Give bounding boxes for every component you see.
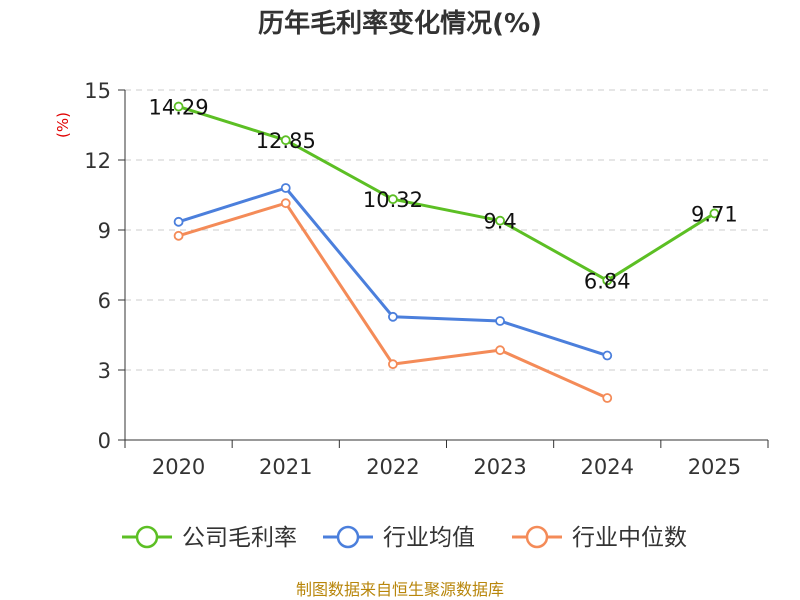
point-0-2024 [602,275,613,286]
y-tick-label-3: 9 [98,219,111,243]
x-tick-label-2022: 2022 [366,455,419,479]
legend: 公司毛利率 行业均值 行业中位数 [122,525,687,551]
legend-label-2: 行业中位数 [572,525,687,551]
y-axis-label: (%) [54,112,72,138]
data-label-2024: 6.84 [584,269,631,293]
legend-marker-0 [135,525,159,549]
data-labels: 14.29 12.85 10.32 9.4 6.84 9.71 [149,96,738,294]
point-1-2023 [495,316,505,326]
x-tick-label-2021: 2021 [259,455,312,479]
point-0-2023 [495,215,505,226]
point-0-2025 [709,208,720,219]
point-2-2020 [173,230,184,241]
point-0-2020 [173,101,184,112]
legend-label-0: 公司毛利率 [182,525,297,551]
data-label-2025: 9.71 [691,202,738,226]
data-label-2020: 14.29 [149,96,209,120]
grid-lines [125,89,768,371]
axes: 0 3 6 9 12 15 2020 2021 2022 2023 2024 2025 [84,79,769,479]
point-1-2024 [602,350,613,361]
point-1-2021 [280,183,291,193]
point-2-2021 [280,198,291,209]
point-0-2022 [388,194,398,205]
data-label-2022: 10.32 [363,188,423,212]
point-1-2022 [388,311,398,322]
x-tick-label-2025: 2025 [688,455,741,479]
y-tick-label-4: 12 [84,149,111,173]
series-1 [173,183,613,361]
x-tick-label-2024: 2024 [581,455,634,479]
legend-marker-1 [336,525,360,549]
point-2-2022 [388,359,398,370]
data-label-2023: 9.4 [483,210,516,234]
series-line-1 [178,186,608,357]
y-tick-label-2: 6 [98,289,111,313]
x-tick-label-2020: 2020 [152,455,205,479]
series-group [173,101,720,403]
point-2-2023 [495,345,505,356]
data-label-2021: 12.85 [256,129,316,153]
source-note: 制图数据来自恒生聚源数据库 [296,580,504,599]
chart-title: 历年毛利率变化情况(%) [258,8,542,39]
y-tick-label-1: 3 [98,359,111,383]
series-2 [173,198,613,403]
point-1-2020 [173,216,184,227]
point-2-2024 [602,393,613,403]
legend-marker-2 [525,525,549,549]
series-line-0 [178,105,716,282]
point-0-2021 [280,135,291,146]
y-tick-label-5: 15 [84,79,111,103]
series-0 [173,101,720,286]
legend-label-1: 行业均值 [383,525,475,551]
y-tick-label-0: 0 [98,429,111,453]
x-tick-label-2023: 2023 [473,455,526,479]
